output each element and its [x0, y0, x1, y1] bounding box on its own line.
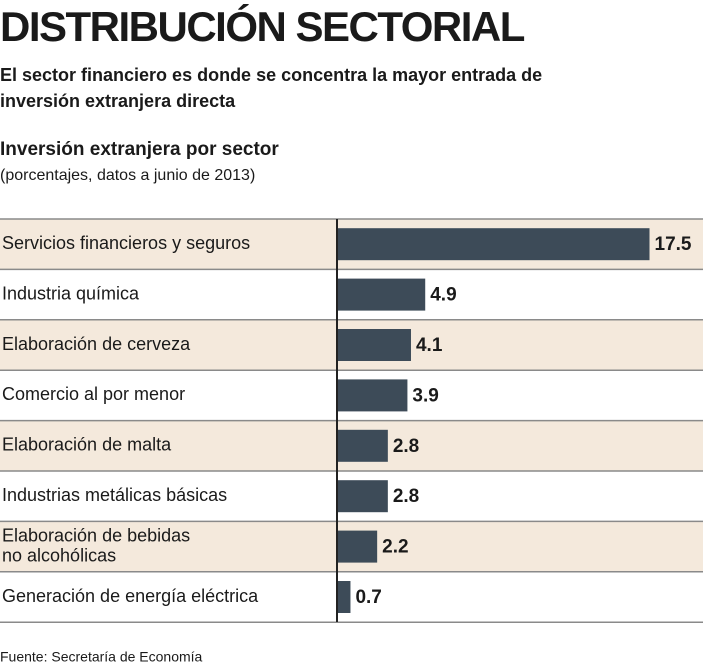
category-label: Servicios financieros y seguros: [2, 233, 250, 253]
value-label: 17.5: [655, 234, 692, 255]
category-label: Elaboración de bebidas no alcohólicas: [2, 525, 190, 565]
bar: [338, 480, 388, 513]
category-label: Elaboración de malta: [2, 435, 172, 455]
rows: Servicios financieros y seguros 17.5 Indus…: [0, 218, 703, 623]
bar: [338, 329, 411, 361]
bar: [338, 581, 351, 613]
bar: [338, 379, 408, 412]
row-background: [0, 571, 703, 623]
value-label: 2.8: [393, 486, 419, 507]
page-title: DISTRIBUCIÓN SECTORIAL: [0, 2, 525, 50]
bar: [338, 429, 388, 462]
category-label: Comercio al por menor: [2, 384, 185, 404]
category-label: Industrias metálicas básicas: [2, 485, 227, 505]
category-label: Industria química: [2, 283, 140, 303]
bar: [338, 228, 650, 261]
value-label: 4.9: [430, 285, 456, 306]
bar: [338, 530, 378, 563]
chart-title: Inversión extranjera por sector: [0, 139, 279, 160]
value-label: 2.2: [382, 537, 408, 558]
value-label: 2.8: [393, 436, 419, 457]
value-label: 4.1: [416, 335, 443, 356]
category-label: Elaboración de cerveza: [2, 334, 191, 354]
source: Fuente: Secretaría de Economía: [0, 649, 203, 665]
bar: [338, 278, 426, 311]
subtitle: El sector financiero es donde se concent…: [0, 65, 542, 85]
value-label: 3.9: [412, 385, 438, 406]
value-label: 0.7: [355, 587, 381, 608]
category-label: Generación de energía eléctrica: [2, 586, 259, 606]
subtitle: inversión extranjera directa: [0, 91, 236, 111]
chart-subtitle: (porcentajes, datos a junio de 2013): [0, 167, 255, 184]
